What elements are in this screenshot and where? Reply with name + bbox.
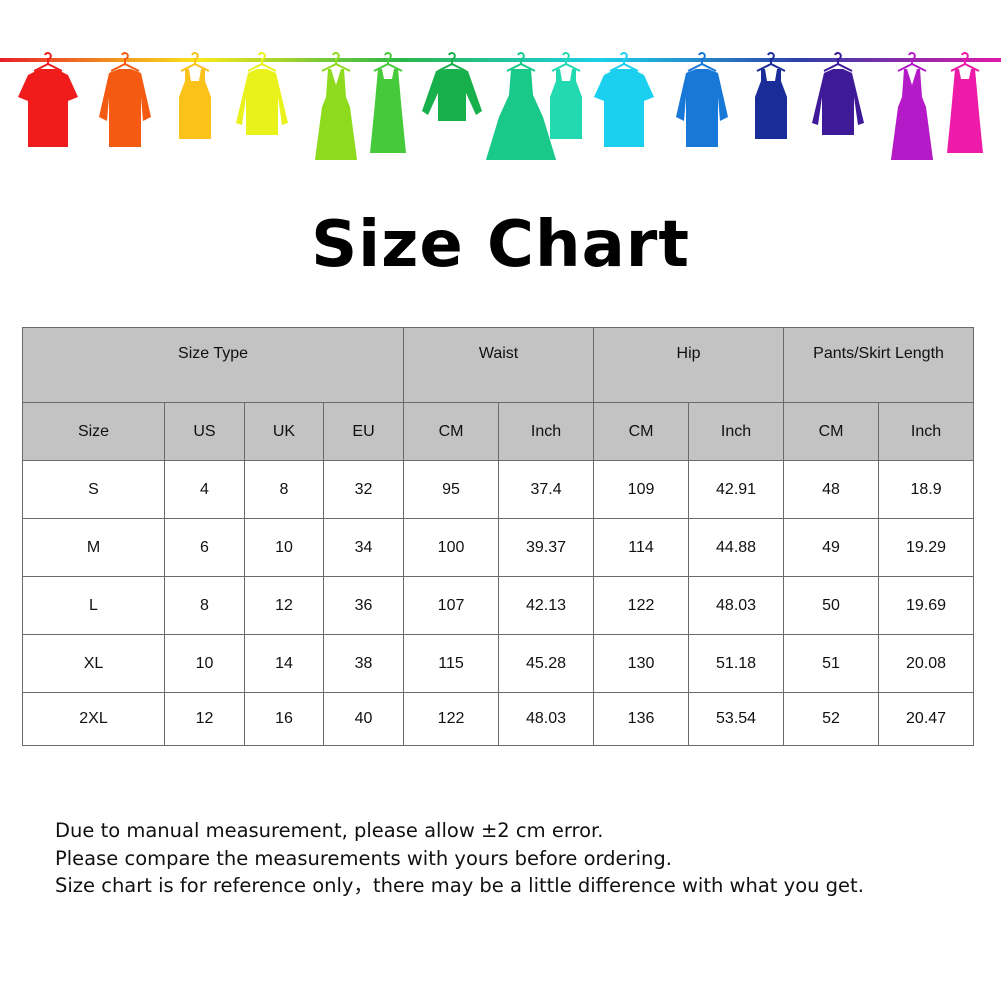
table-cell: 52: [783, 692, 880, 746]
table-cell: S: [22, 460, 165, 519]
sub-header-cell: UK: [244, 402, 324, 461]
table-cell: 48.03: [498, 692, 595, 746]
clothes-hanger-banner: [0, 52, 1001, 160]
garment-tank-icon: [179, 52, 211, 139]
table-cell: 122: [593, 576, 690, 635]
table-cell: 14: [244, 634, 324, 693]
table-cell: 53.54: [688, 692, 785, 746]
table-cell: 100: [403, 518, 500, 577]
table-cell: 44.88: [688, 518, 785, 577]
sub-header-cell: CM: [783, 402, 880, 461]
table-cell: XL: [22, 634, 165, 693]
group-header-row: Size Type Waist Hip Pants/Skirt Length: [21, 327, 975, 403]
sub-header-cell: CM: [593, 402, 690, 461]
garment-tankdress-icon: [947, 52, 983, 153]
sub-header-row: Size US UK EU CM Inch CM Inch CM Inch: [22, 402, 975, 461]
table-cell: 10: [164, 634, 245, 693]
garment-dress-icon: [890, 52, 934, 160]
table-cell: 16: [244, 692, 324, 746]
garment-cardigan-icon: [236, 52, 288, 135]
table-cell: 51.18: [688, 634, 785, 693]
table-row: M 6 10 34 100 39.37 114 44.88 49 19.29: [22, 518, 975, 577]
rainbow-rod: [0, 58, 1001, 62]
garment-tshirt-icon: [18, 52, 78, 147]
garment-tank-icon: [550, 52, 582, 139]
table-cell: 39.37: [498, 518, 595, 577]
table-cell: 19.29: [878, 518, 975, 577]
table-cell: 48: [783, 460, 880, 519]
table-row: XL 10 14 38 115 45.28 130 51.18 51 20.08: [22, 634, 975, 693]
note-line: Please compare the measurements with you…: [55, 846, 672, 870]
sub-header-cell: EU: [322, 402, 405, 461]
header-waist: Waist: [403, 327, 595, 403]
table-cell: 115: [403, 634, 500, 693]
table-cell: 20.08: [878, 634, 975, 693]
garment-balldress-icon: [485, 52, 557, 160]
table-cell: 8: [164, 576, 245, 635]
header-hip: Hip: [593, 327, 785, 403]
table-cell: 6: [164, 518, 245, 577]
table-cell: 32: [322, 460, 405, 519]
table-cell: 109: [593, 460, 690, 519]
table-cell: 20.47: [878, 692, 975, 746]
garment-tshirt-icon: [594, 52, 654, 147]
table-cell: 12: [164, 692, 245, 746]
notes: Due to manual measurement, please allow …: [55, 817, 864, 900]
table-cell: 136: [593, 692, 690, 746]
page-title: Size Chart: [311, 208, 690, 282]
table-cell: 40: [322, 692, 405, 746]
table-cell: 130: [593, 634, 690, 693]
garment-tank-icon: [755, 52, 787, 139]
table-cell: 10: [244, 518, 324, 577]
table-cell: 36: [322, 576, 405, 635]
table-cell: 42.13: [498, 576, 595, 635]
table-cell: 2XL: [22, 692, 165, 746]
sub-header-cell: Size: [22, 402, 165, 461]
garment-tankdress-icon: [370, 52, 406, 153]
note-line: Size chart is for reference only，there m…: [55, 874, 864, 897]
garment-cardigan-icon: [812, 52, 864, 135]
table-row: 2XL 12 16 40 122 48.03 136 53.54 52 20.47: [22, 692, 975, 746]
note-line: Due to manual measurement, please allow …: [55, 819, 604, 842]
sub-header-cell: US: [164, 402, 245, 461]
sub-header-cell: Inch: [878, 402, 975, 461]
table-cell: 107: [403, 576, 500, 635]
table-cell: 37.4: [498, 460, 595, 519]
garment-shirt-icon: [676, 52, 728, 147]
table-cell: 34: [322, 518, 405, 577]
table-cell: L: [22, 576, 165, 635]
table-cell: 19.69: [878, 576, 975, 635]
table-cell: 114: [593, 518, 690, 577]
table-cell: 50: [783, 576, 880, 635]
sub-header-cell: Inch: [688, 402, 785, 461]
table-cell: 95: [403, 460, 500, 519]
size-chart-table: Size Type Waist Hip Pants/Skirt Length S…: [21, 327, 975, 746]
table-cell: M: [22, 518, 165, 577]
table-cell: 18.9: [878, 460, 975, 519]
table-row: S 4 8 32 95 37.4 109 42.91 48 18.9: [22, 460, 975, 519]
header-size-type: Size Type: [21, 327, 405, 403]
table-cell: 38: [322, 634, 405, 693]
garment-sweater-icon: [422, 52, 482, 121]
table-cell: 12: [244, 576, 324, 635]
table-cell: 48.03: [688, 576, 785, 635]
table-cell: 4: [164, 460, 245, 519]
sub-header-cell: Inch: [498, 402, 595, 461]
sub-header-cell: CM: [403, 402, 500, 461]
table-cell: 51: [783, 634, 880, 693]
table-cell: 122: [403, 692, 500, 746]
table-cell: 45.28: [498, 634, 595, 693]
table-cell: 42.91: [688, 460, 785, 519]
table-row: L 8 12 36 107 42.13 122 48.03 50 19.69: [22, 576, 975, 635]
table-cell: 49: [783, 518, 880, 577]
header-length: Pants/Skirt Length: [783, 327, 975, 403]
garment-shirt-icon: [99, 52, 151, 147]
garment-dress-icon: [314, 52, 358, 160]
table-cell: 8: [244, 460, 324, 519]
